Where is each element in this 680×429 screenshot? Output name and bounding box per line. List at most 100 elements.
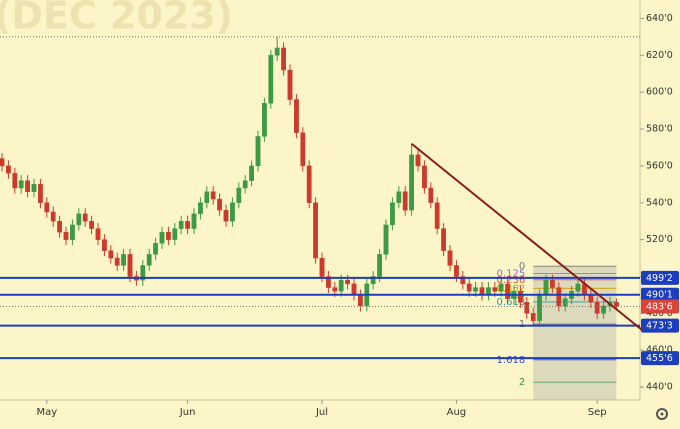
x-tick-label: Jul: [315, 407, 328, 418]
candle-body: [217, 198, 222, 211]
candle-body: [351, 283, 357, 296]
candle-body: [191, 213, 197, 229]
candle-body: [76, 213, 82, 226]
candle-body: [402, 191, 408, 211]
candle-body: [31, 184, 37, 192]
y-tick-label: 520'0: [646, 234, 673, 245]
candle-body: [492, 287, 498, 292]
candle-body: [0, 158, 5, 167]
candle-body: [140, 265, 146, 281]
candle-body: [69, 224, 75, 240]
candle-body: [262, 103, 267, 137]
y-tick-label: 640'0: [646, 13, 673, 24]
settings-icon[interactable]: [656, 408, 668, 420]
candle-body: [82, 213, 88, 222]
candle-body: [5, 165, 11, 174]
candle-body: [306, 165, 312, 203]
candle-body: [409, 154, 414, 211]
candle-body: [89, 220, 95, 229]
candle-body: [518, 291, 523, 303]
candle-body: [345, 279, 350, 285]
level-tag: [641, 351, 679, 366]
candle-body: [543, 279, 549, 296]
candle-body: [223, 209, 229, 222]
candle-body: [466, 283, 472, 292]
candle-body: [454, 265, 459, 277]
candle-body: [505, 283, 510, 299]
candle-body: [44, 202, 50, 213]
fib-label: 1.618: [497, 355, 526, 366]
candle-body: [249, 165, 254, 181]
fib-label: 0.382: [497, 283, 526, 294]
candle-body: [165, 232, 171, 240]
candle-body: [153, 243, 158, 255]
level-tag: [641, 299, 679, 314]
candle-body: [172, 228, 178, 240]
fib-label: 0.236: [497, 275, 526, 286]
y-tick-label: 540'0: [646, 197, 673, 208]
candle-body: [236, 187, 242, 203]
level-label: 490'1: [646, 290, 673, 301]
x-tick-label: Jun: [179, 407, 196, 418]
candle-body: [185, 220, 190, 229]
candle-body: [550, 279, 555, 288]
candle-body: [12, 173, 18, 189]
candle-body: [428, 187, 434, 203]
candle-body: [38, 184, 43, 203]
level-tag: [641, 318, 679, 333]
y-tick-label: 600'0: [646, 87, 673, 98]
candle-body: [498, 283, 504, 292]
candle-body: [294, 99, 299, 133]
x-tick-label: May: [36, 407, 57, 418]
candle-body: [287, 69, 293, 100]
x-tick-label: Sep: [588, 407, 607, 418]
candle-body: [18, 180, 24, 189]
trendline: [410, 143, 643, 331]
level-label: 473'3: [646, 321, 673, 332]
candle-body: [127, 254, 133, 277]
candle-body: [255, 136, 261, 167]
candle-body: [460, 276, 466, 285]
candle-body: [101, 239, 107, 251]
level-label: 455'6: [646, 353, 673, 364]
y-tick-label: 560'0: [646, 160, 673, 171]
candle-body: [556, 287, 562, 307]
candle-body: [95, 228, 101, 240]
candle-body: [530, 313, 536, 321]
candle-body: [614, 302, 619, 307]
candle-body: [537, 294, 543, 321]
candle-body: [434, 202, 440, 229]
candle-body: [447, 250, 453, 266]
candle-body: [338, 279, 344, 292]
candle-body: [108, 250, 114, 259]
candle-body: [146, 254, 152, 266]
candle-body: [601, 305, 607, 314]
candle-body: [57, 220, 63, 233]
y-tick-label: 620'0: [646, 50, 673, 61]
level-tag: [641, 270, 679, 285]
fib-label: 0: [519, 261, 525, 272]
level-label: 483'6: [646, 301, 673, 312]
candle-body: [326, 276, 331, 288]
candle-body: [229, 202, 235, 222]
fib-label: 0.618: [497, 297, 526, 308]
candle-body: [358, 294, 363, 307]
candle-body: [588, 294, 594, 303]
candle-body: [396, 191, 402, 203]
candle-body: [562, 298, 568, 307]
candle-body: [50, 211, 56, 222]
y-tick-label: 580'0: [646, 124, 673, 135]
candle-body: [159, 232, 165, 244]
candle-body: [332, 287, 338, 292]
candle-body: [210, 191, 216, 200]
candle-body: [422, 165, 427, 189]
y-tick-label: 460'0: [646, 345, 673, 356]
candle-body: [390, 202, 395, 226]
candle-body: [121, 254, 127, 266]
candle-body: [204, 191, 210, 203]
x-tick-label: Aug: [447, 407, 467, 418]
candle-body: [383, 224, 389, 255]
candle-body: [313, 202, 318, 259]
